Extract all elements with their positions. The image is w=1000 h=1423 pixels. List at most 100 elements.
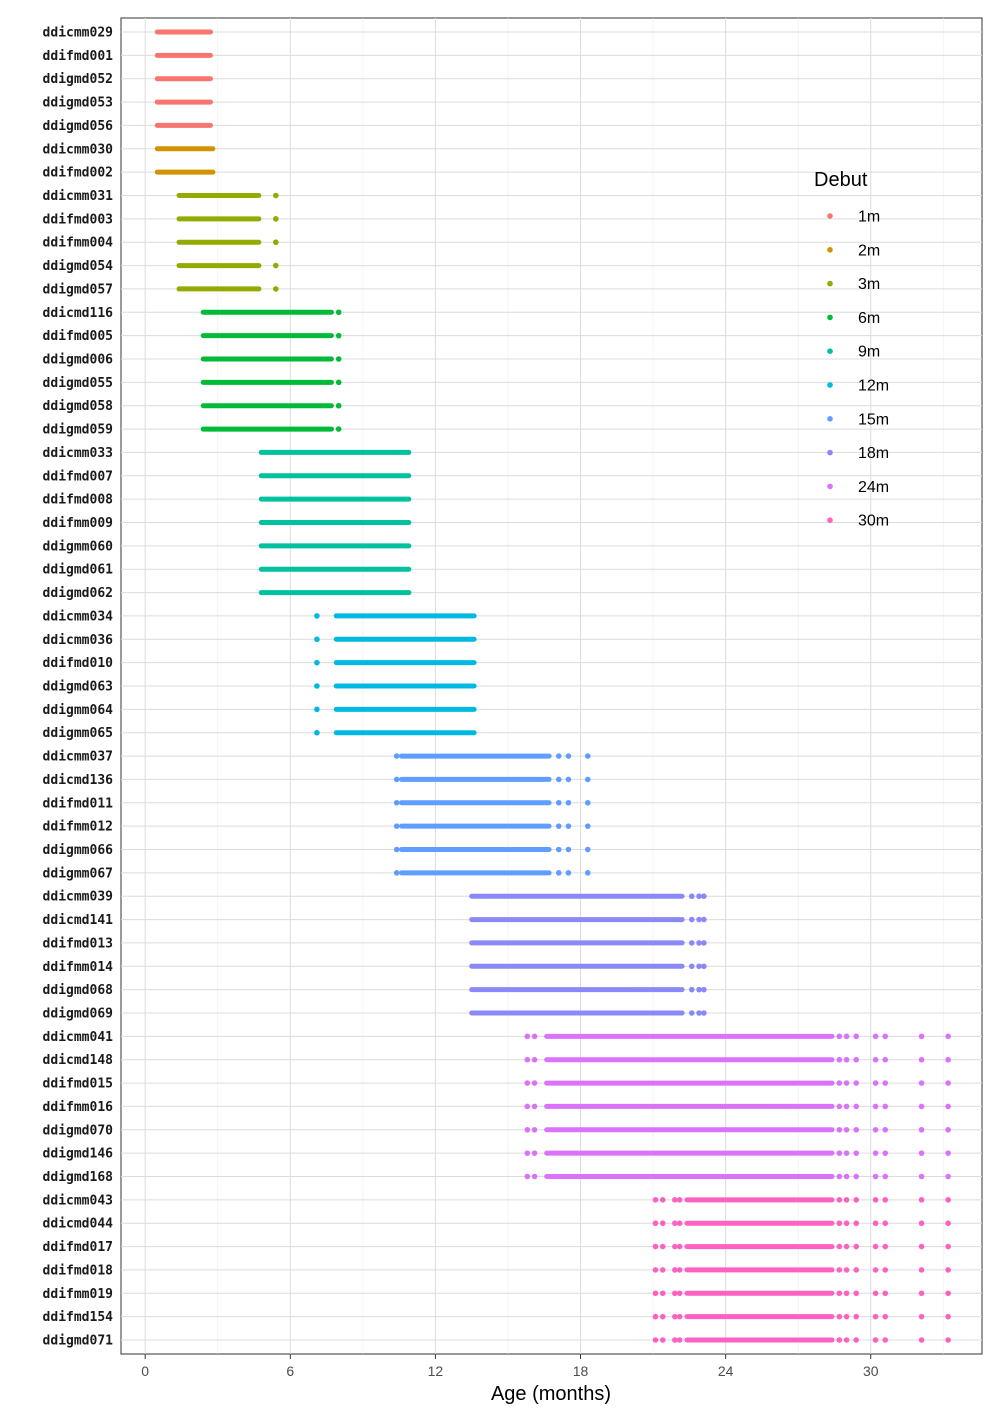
- y-tick-label: ddigmd068: [43, 983, 114, 998]
- y-tick-label: ddigmd146: [43, 1147, 114, 1162]
- point: [836, 1173, 843, 1180]
- point: [836, 1290, 843, 1297]
- row-points-ddicmd136: [393, 776, 591, 783]
- row-points-ddifmd017: [652, 1243, 951, 1250]
- legend-item-6m: 6m: [827, 310, 880, 327]
- y-tick-label: ddifmm016: [43, 1100, 114, 1115]
- legend-item-18m: 18m: [827, 445, 889, 462]
- legend-item-15m: 15m: [827, 411, 889, 428]
- row-points-ddigmd168: [524, 1173, 951, 1180]
- point: [872, 1220, 879, 1227]
- point: [314, 706, 320, 713]
- point: [272, 216, 279, 222]
- point: [524, 1080, 531, 1086]
- point: [836, 1220, 843, 1227]
- y-tick-label: ddicmm037: [43, 750, 113, 765]
- point: [314, 613, 320, 619]
- point: [696, 940, 702, 946]
- legend-key: [827, 416, 833, 422]
- row-points-ddicmm036: [314, 636, 477, 643]
- row-points-ddigmm064: [314, 706, 477, 713]
- point: [918, 1080, 925, 1086]
- row-points-ddifmm012: [393, 823, 591, 829]
- point: [918, 1173, 925, 1180]
- y-tick-label: ddifmd002: [43, 166, 113, 181]
- point: [531, 1150, 538, 1156]
- point: [335, 309, 342, 316]
- point: [659, 1267, 666, 1273]
- row-points-ddifmm014: [469, 963, 707, 970]
- point: [701, 1010, 707, 1016]
- point: [945, 1243, 951, 1250]
- row-points-ddicmm043: [652, 1197, 951, 1203]
- legend-key: [827, 483, 833, 490]
- point: [584, 823, 591, 829]
- legend-key: [827, 382, 833, 388]
- y-tick-label: ddifmm019: [43, 1287, 113, 1302]
- point: [872, 1290, 879, 1297]
- legend-key: [827, 247, 833, 253]
- row-points-ddigmm067: [393, 870, 591, 876]
- point: [872, 1150, 879, 1156]
- legend-key: [827, 280, 833, 287]
- y-tick-label: ddicmd116: [43, 306, 114, 321]
- y-tick-label: ddifmd015: [43, 1077, 113, 1092]
- point: [843, 1243, 850, 1250]
- y-tick-label: ddigmd059: [43, 423, 113, 438]
- row-points-ddicmd044: [652, 1220, 951, 1227]
- y-tick-label: ddigmd058: [43, 399, 114, 414]
- point: [531, 1103, 538, 1110]
- point: [843, 1290, 850, 1297]
- legend-label: 18m: [858, 445, 889, 462]
- y-tick-label: ddifmd007: [43, 469, 113, 484]
- y-tick-label: ddifmd017: [43, 1240, 113, 1255]
- point: [853, 1103, 860, 1110]
- legend-key: [827, 348, 833, 355]
- y-tick-label: ddifmm012: [43, 820, 113, 835]
- point: [565, 846, 572, 853]
- point: [272, 239, 279, 246]
- point: [335, 356, 342, 362]
- point: [918, 1243, 925, 1250]
- point: [836, 1150, 843, 1156]
- point: [882, 1080, 889, 1086]
- point: [882, 1313, 889, 1320]
- y-tick-label: ddicmd044: [43, 1217, 114, 1232]
- y-tick-label: ddigmm060: [43, 539, 114, 554]
- point: [652, 1197, 659, 1203]
- x-tick-label: 24: [718, 1363, 734, 1379]
- legend-item-9m: 9m: [827, 344, 880, 361]
- legend-title: Debut: [814, 169, 868, 191]
- point: [853, 1313, 860, 1320]
- point: [555, 753, 562, 759]
- point: [672, 1267, 678, 1273]
- point: [701, 963, 707, 970]
- point: [676, 1220, 683, 1227]
- y-tick-label: ddicmm031: [43, 189, 114, 204]
- y-tick-label: ddifmd001: [43, 49, 114, 64]
- point: [945, 1313, 951, 1320]
- point: [676, 1197, 683, 1203]
- point: [393, 799, 400, 806]
- point: [659, 1197, 666, 1203]
- point: [652, 1313, 659, 1320]
- x-tick-label: 12: [428, 1363, 444, 1379]
- row-points-ddigmd068: [469, 986, 707, 993]
- point: [872, 1126, 879, 1133]
- row-points-ddicmd116: [200, 309, 342, 316]
- point: [676, 1290, 683, 1297]
- row-points-ddigmd063: [314, 683, 477, 689]
- point: [882, 1173, 889, 1180]
- point: [676, 1337, 683, 1343]
- point: [918, 1126, 925, 1133]
- y-tick-label: ddicmm036: [43, 633, 114, 648]
- y-tick-label: ddigmd063: [43, 680, 113, 695]
- y-tick-label: ddicmm034: [43, 609, 114, 624]
- legend-label: 2m: [858, 242, 880, 259]
- row-points-ddigmd059: [200, 426, 342, 432]
- y-tick-label: ddigmd069: [43, 1007, 113, 1022]
- point: [672, 1290, 678, 1297]
- point: [555, 846, 562, 853]
- y-tick-label: ddifmd013: [43, 936, 113, 951]
- y-tick-label: ddigmd070: [43, 1123, 114, 1138]
